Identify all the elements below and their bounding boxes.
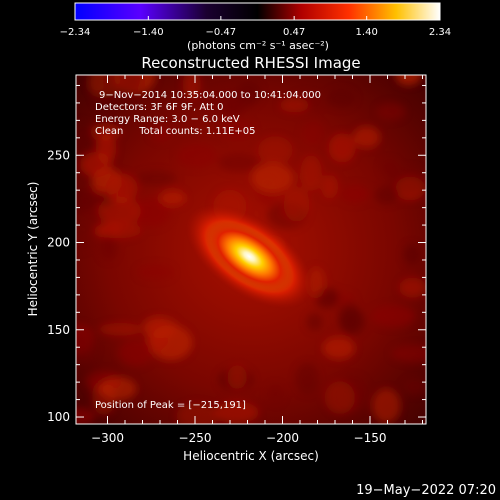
texture-blob xyxy=(182,75,201,100)
info-energy-range: Energy Range: 3.0 − 6.0 keV xyxy=(95,114,240,125)
axis-ticks: −300 −250 −200 −150 100 150 200 250 xyxy=(47,75,426,445)
texture-blob xyxy=(376,102,406,121)
texture-blob xyxy=(159,190,186,206)
chart-title: Reconstructed RHESSI Image xyxy=(141,54,360,72)
texture-blob xyxy=(99,376,137,401)
texture-blob xyxy=(295,362,319,395)
texture-blob xyxy=(150,125,172,142)
texture-blob xyxy=(300,155,322,191)
texture-blob xyxy=(137,264,174,280)
texture-blob xyxy=(99,234,117,261)
colorbar xyxy=(74,2,441,21)
texture-blob xyxy=(79,152,112,178)
heatmap-mottle xyxy=(76,75,426,424)
texture-blob xyxy=(94,89,116,109)
peak-position: Position of Peak = [−215,191] xyxy=(95,400,246,411)
texture-blob xyxy=(251,163,294,194)
colorbar-tick-label: −2.34 xyxy=(60,27,91,38)
texture-blob xyxy=(76,407,96,424)
texture-blob xyxy=(391,345,426,363)
x-tick-label: −300 xyxy=(91,431,124,445)
texture-blob xyxy=(353,126,381,149)
texture-blob xyxy=(102,75,143,96)
info-detectors: Detectors: 3F 6F 9F, Att 0 xyxy=(95,102,223,113)
texture-blob xyxy=(279,97,309,113)
texture-blob xyxy=(218,153,260,172)
texture-blob xyxy=(132,197,171,228)
y-tick-label: 150 xyxy=(47,323,70,337)
texture-blob xyxy=(403,378,426,395)
texture-blob xyxy=(118,339,153,366)
y-tick-label: 100 xyxy=(47,410,70,424)
colorbar-tick-label: 1.40 xyxy=(356,27,378,38)
x-axis-label: Heliocentric X (arcsec) xyxy=(183,449,319,463)
texture-blob xyxy=(324,381,356,415)
texture-blob xyxy=(322,336,355,360)
texture-blob xyxy=(176,402,219,424)
texture-blob xyxy=(403,243,421,266)
y-tick-label: 250 xyxy=(47,148,70,162)
x-tick-label: −200 xyxy=(266,431,299,445)
texture-blob xyxy=(257,136,293,165)
texture-blob xyxy=(371,305,415,328)
texture-blob xyxy=(135,170,178,186)
texture-blob xyxy=(76,334,97,364)
texture-blob xyxy=(328,133,356,163)
texture-blob xyxy=(301,121,325,147)
texture-blob xyxy=(105,173,138,204)
texture-blob xyxy=(98,322,143,336)
texture-blob xyxy=(93,224,123,239)
texture-blob xyxy=(399,277,426,298)
x-tick-label: −150 xyxy=(354,431,387,445)
texture-blob xyxy=(267,384,284,404)
texture-blob xyxy=(326,88,356,108)
colorbar-tick-label: 0.47 xyxy=(283,27,305,38)
texture-blob xyxy=(177,143,217,168)
texture-blob xyxy=(76,238,92,252)
timestamp: 19−May−2022 07:20 xyxy=(356,483,496,498)
colorbar-unit-label: (photons cm⁻² s⁻¹ asec⁻²) xyxy=(187,39,329,52)
texture-blob xyxy=(90,122,122,141)
texture-blob xyxy=(283,186,310,222)
texture-blob xyxy=(321,174,339,199)
colorbar-ticks: −2.34 −1.40 −0.47 0.47 1.40 2.34 xyxy=(60,16,451,38)
texture-blob xyxy=(214,401,259,424)
texture-blob xyxy=(337,302,361,332)
heatmap-image xyxy=(76,75,426,424)
texture-blob xyxy=(386,166,426,195)
info-clean-counts: Clean Total counts: 1.11E+05 xyxy=(95,126,255,137)
texture-blob xyxy=(227,365,247,390)
texture-blob xyxy=(306,312,323,331)
info-block: 9−Nov−2014 10:35:04.000 to 10:41:04.000 … xyxy=(95,90,321,137)
colorbar-tick-label: −0.47 xyxy=(206,27,237,38)
texture-blob xyxy=(222,119,254,140)
x-tick-label: −250 xyxy=(179,431,212,445)
texture-blob xyxy=(372,388,401,424)
colorbar-tick-label: 2.34 xyxy=(429,27,451,38)
colorbar-tick-label: −1.40 xyxy=(133,27,164,38)
info-time-range: 9−Nov−2014 10:35:04.000 to 10:41:04.000 xyxy=(99,90,321,101)
texture-blob xyxy=(141,316,179,338)
y-tick-label: 200 xyxy=(47,236,70,250)
texture-blob xyxy=(206,88,254,114)
texture-blob xyxy=(395,75,422,86)
plot-frame xyxy=(75,74,427,425)
texture-blob xyxy=(340,185,370,204)
texture-blob xyxy=(76,120,96,157)
flare-source xyxy=(205,221,293,292)
y-axis-label: Heliocentric Y (arcsec) xyxy=(26,182,40,317)
